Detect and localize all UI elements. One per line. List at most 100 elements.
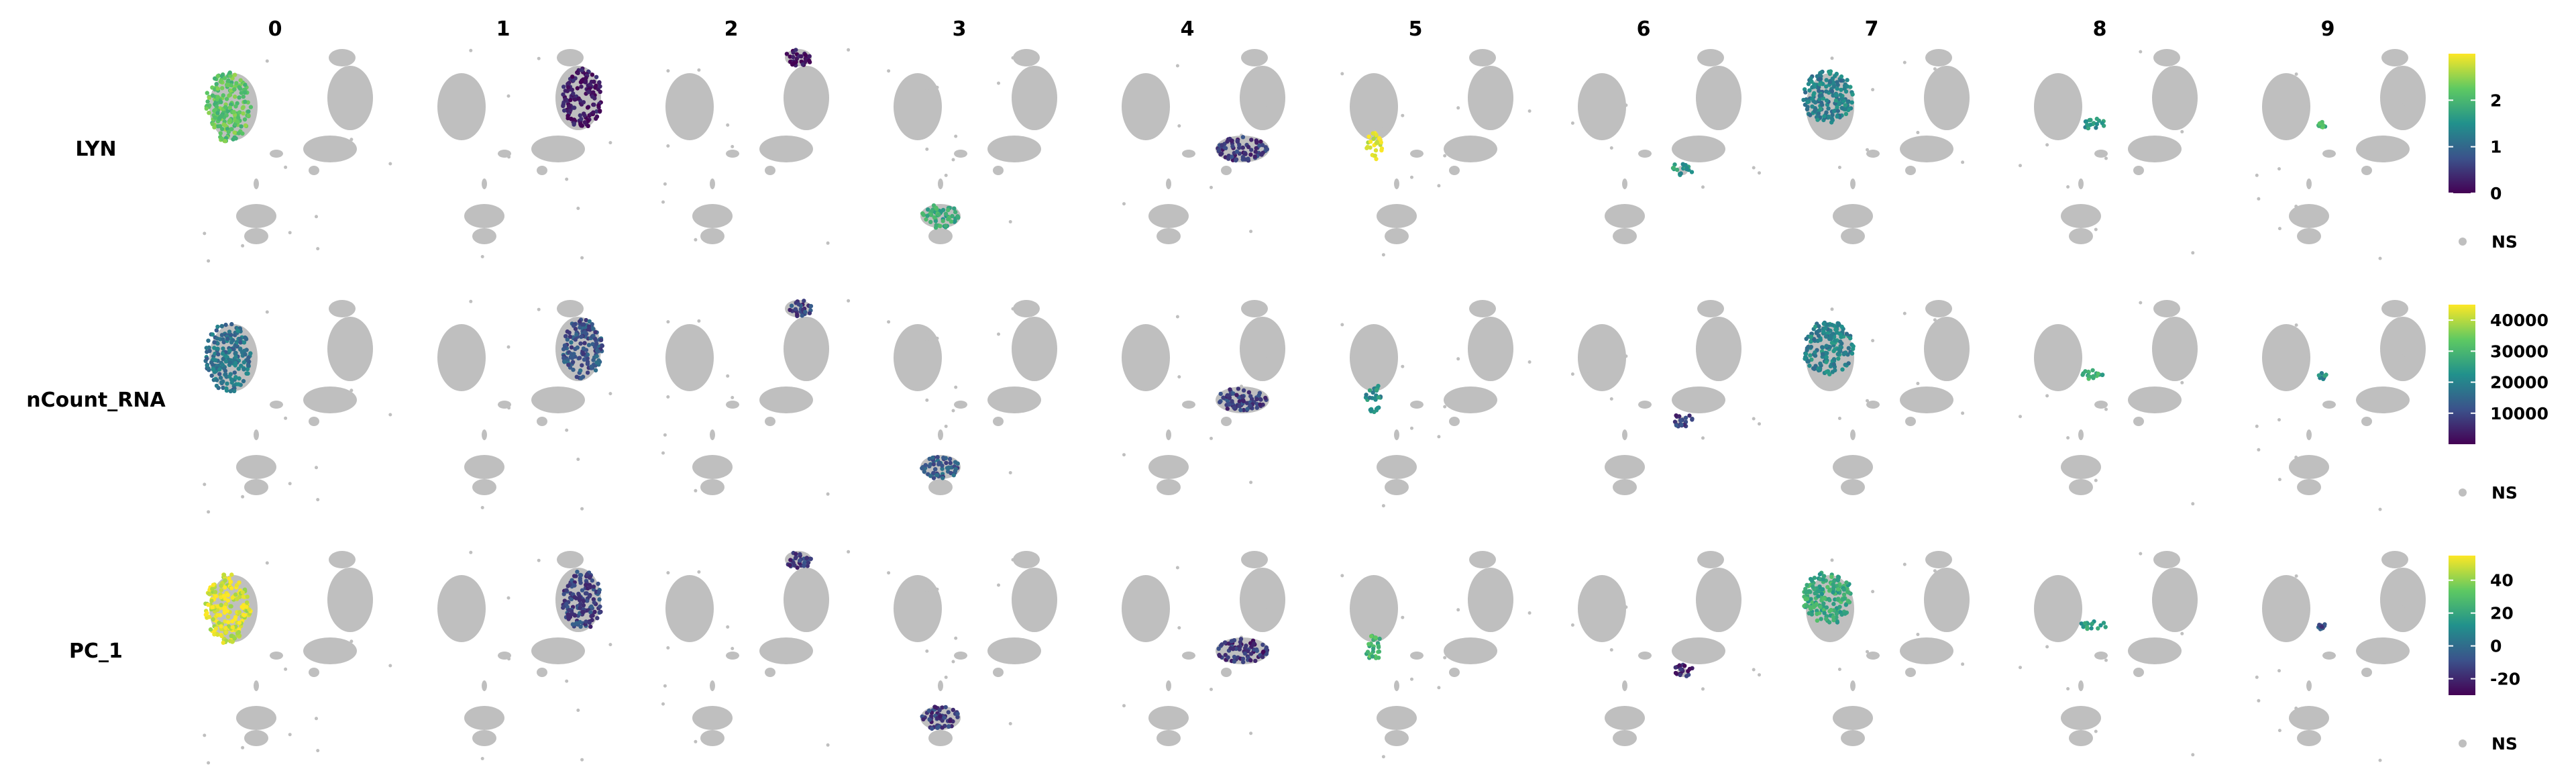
- background-cell-dot: [2019, 666, 2022, 670]
- cell-point: [592, 79, 596, 84]
- cell-point: [561, 356, 566, 360]
- cell-point: [228, 389, 233, 394]
- cell-point: [227, 348, 232, 353]
- cluster-4-island: [1444, 386, 1497, 413]
- cluster-3-island: [464, 204, 504, 228]
- cell-point: [205, 356, 209, 361]
- background-cell-dot: [1153, 107, 1157, 111]
- cell-point: [578, 605, 582, 611]
- cell-point: [594, 83, 598, 88]
- colorbars: 0 1 2 NS 10000 20000 30000 40000 NS -20 0 20 40 …: [2449, 54, 2548, 754]
- cluster-0-island: [437, 575, 486, 642]
- background-cell-dot: [887, 320, 891, 324]
- background-cell-dot: [2378, 507, 2382, 511]
- cell-point: [218, 375, 223, 380]
- small-island-b: [1866, 652, 1880, 660]
- cell-point: [594, 109, 599, 114]
- small-island-b: [2094, 652, 2108, 660]
- cell-point: [1237, 399, 1242, 404]
- cell-point: [1831, 601, 1836, 607]
- cell-point: [926, 709, 932, 713]
- cell-point: [215, 87, 220, 91]
- cell-point: [242, 348, 247, 353]
- cell-point: [225, 598, 231, 603]
- cluster-4-island: [1444, 637, 1497, 664]
- colorbar-tick-label: 40: [2490, 571, 2514, 590]
- cell-point: [223, 123, 227, 127]
- lower-island: [472, 730, 496, 746]
- cell-point: [244, 600, 250, 605]
- background-cell-dot: [1340, 323, 1344, 327]
- cell-point: [225, 83, 229, 87]
- background-cell-dot: [207, 761, 211, 765]
- cell-point: [584, 572, 590, 577]
- cell-point: [933, 219, 938, 223]
- lower-island: [2297, 730, 2321, 746]
- cell-point: [1371, 136, 1376, 142]
- umap-panel-ncount-rna-cluster-5: [1340, 300, 1532, 508]
- cell-point: [1673, 670, 1678, 676]
- cell-point: [1829, 336, 1833, 342]
- cell-point: [208, 627, 213, 632]
- cell-point: [225, 336, 230, 342]
- background-cell-dot: [1240, 384, 1243, 389]
- cell-point: [2322, 373, 2327, 378]
- cell-point: [229, 377, 234, 382]
- cell-point: [223, 139, 227, 144]
- background-cell-dot: [954, 636, 958, 640]
- small-island-b: [2094, 401, 2108, 409]
- cell-point: [949, 219, 954, 224]
- umap-panel-ncount-rna-cluster-2: [661, 299, 851, 496]
- background-cell-dot: [1866, 148, 1869, 152]
- cell-point: [1807, 88, 1812, 93]
- background-cell-dot: [2277, 478, 2282, 482]
- cluster-3-island: [1605, 706, 1645, 730]
- cell-point: [1848, 336, 1853, 341]
- cluster-2-island: [2381, 551, 2408, 568]
- cell-point: [1836, 587, 1841, 592]
- background-cell-dot: [2019, 164, 2022, 168]
- background-cell-dot: [1483, 71, 1487, 74]
- cell-point: [806, 560, 811, 565]
- background-cell-dot: [1609, 648, 1613, 652]
- cell-point: [1373, 397, 1378, 402]
- background-cell-dot: [315, 466, 318, 470]
- cell-point: [596, 349, 601, 354]
- cell-point: [582, 120, 588, 125]
- background-cell-dot: [887, 69, 891, 73]
- cell-point: [590, 613, 595, 618]
- cell-point: [1364, 393, 1368, 397]
- small-island-a: [2078, 178, 2084, 189]
- cell-point: [230, 595, 235, 600]
- cell-point: [584, 619, 588, 624]
- cell-point: [561, 347, 566, 352]
- cell-point: [240, 590, 246, 595]
- cluster-3-island: [692, 204, 733, 228]
- cell-point: [1835, 578, 1841, 582]
- cell-point: [940, 466, 945, 471]
- cluster-0-island: [894, 324, 942, 391]
- cell-point: [1813, 591, 1817, 596]
- cell-point: [1830, 76, 1835, 81]
- background-cell-dot: [954, 385, 958, 389]
- cell-point: [245, 595, 250, 599]
- cell-point: [1829, 574, 1834, 579]
- cell-point: [241, 367, 246, 372]
- cell-point: [221, 351, 225, 356]
- cell-point: [577, 356, 582, 360]
- cell-point: [1815, 74, 1820, 79]
- cluster-4-island: [303, 136, 357, 162]
- small-island-c: [2133, 166, 2144, 175]
- cell-point: [1377, 649, 1382, 654]
- cluster-3-island: [1605, 204, 1645, 228]
- small-island-c: [1905, 668, 1916, 677]
- cell-point: [241, 360, 246, 365]
- cluster-0-island: [2262, 575, 2310, 642]
- cell-point: [951, 707, 955, 713]
- cluster-0-island: [2034, 575, 2082, 642]
- cell-point: [593, 368, 598, 373]
- cell-point: [238, 347, 243, 352]
- cell-point: [584, 317, 588, 323]
- cell-point: [246, 113, 251, 118]
- cell-point: [219, 603, 223, 607]
